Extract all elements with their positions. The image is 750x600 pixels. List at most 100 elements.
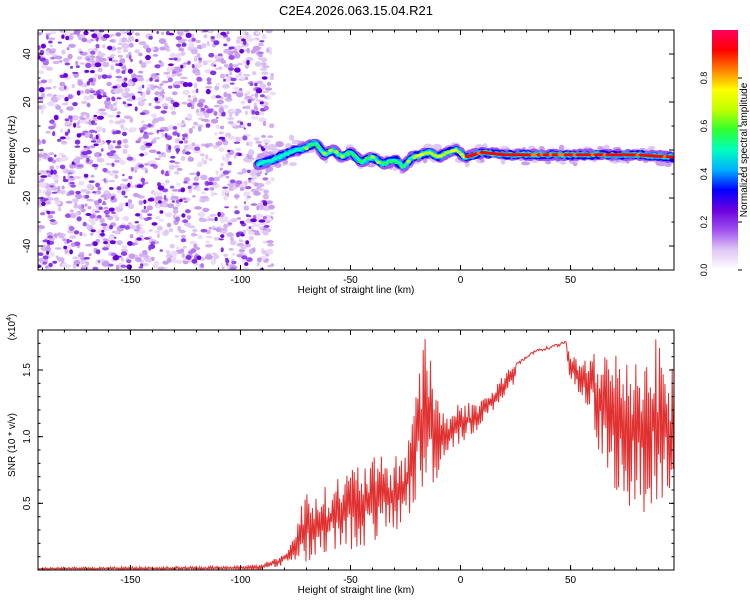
noise-speckle bbox=[135, 38, 139, 43]
noise-speckle bbox=[245, 105, 251, 110]
noise-speckle bbox=[257, 188, 265, 191]
noise-speckle bbox=[136, 184, 144, 189]
noise-speckle bbox=[230, 77, 237, 82]
noise-speckle bbox=[38, 32, 43, 36]
noise-speckle bbox=[158, 129, 165, 132]
noise-speckle bbox=[258, 117, 265, 123]
noise-speckle bbox=[64, 62, 71, 66]
noise-speckle bbox=[190, 49, 198, 55]
noise-speckle bbox=[104, 209, 110, 215]
noise-speckle bbox=[245, 197, 249, 201]
noise-speckle bbox=[187, 95, 191, 98]
noise-speckle bbox=[260, 62, 267, 66]
noise-speckle bbox=[252, 223, 261, 227]
noise-speckle bbox=[257, 57, 264, 61]
noise-speckle bbox=[213, 227, 218, 231]
noise-speckle bbox=[236, 39, 240, 44]
noise-speckle bbox=[46, 170, 51, 173]
noise-speckle bbox=[42, 60, 49, 66]
noise-speckle bbox=[222, 83, 230, 89]
noise-speckle bbox=[86, 102, 91, 108]
noise-speckle bbox=[139, 224, 143, 229]
noise-speckle bbox=[163, 195, 167, 201]
noise-speckle bbox=[168, 32, 174, 36]
noise-speckle bbox=[183, 180, 188, 184]
noise-speckle bbox=[124, 225, 130, 230]
noise-speckle bbox=[116, 189, 122, 194]
ridge-knot bbox=[394, 161, 399, 165]
noise-speckle bbox=[76, 125, 81, 128]
noise-speckle bbox=[45, 265, 49, 269]
noise-speckle bbox=[59, 109, 64, 114]
noise-speckle bbox=[227, 222, 233, 225]
noise-speckle bbox=[53, 196, 60, 202]
noise-speckle bbox=[183, 222, 192, 227]
noise-speckle bbox=[223, 78, 226, 82]
noise-speckle bbox=[241, 259, 248, 263]
noise-speckle bbox=[215, 95, 221, 99]
noise-speckle bbox=[127, 103, 133, 107]
noise-speckle bbox=[168, 63, 174, 67]
ridge-knot bbox=[382, 161, 387, 165]
noise-speckle bbox=[63, 245, 68, 250]
noise-speckle bbox=[102, 247, 109, 251]
ridge-halo bbox=[558, 144, 565, 152]
ridge-knot bbox=[334, 150, 339, 154]
noise-speckle bbox=[54, 179, 59, 184]
noise-speckle bbox=[130, 185, 136, 189]
heatmap-x-axis: -150 -100 -50 0 50 bbox=[41, 30, 660, 286]
noise-speckle bbox=[112, 130, 117, 135]
noise-speckle bbox=[197, 117, 204, 120]
noise-speckle bbox=[166, 135, 173, 141]
noise-speckle bbox=[269, 75, 275, 81]
noise-speckle bbox=[234, 184, 240, 188]
ridge-core bbox=[432, 153, 437, 157]
snr-scale-exponent: 4 bbox=[6, 317, 13, 321]
noise-speckle bbox=[68, 43, 76, 48]
noise-speckle bbox=[213, 254, 219, 260]
noise-speckle bbox=[244, 262, 249, 266]
ridge-knot bbox=[340, 154, 345, 158]
noise-speckle bbox=[97, 67, 103, 73]
noise-speckle bbox=[116, 111, 121, 115]
noise-speckle bbox=[150, 241, 156, 245]
ridge-halo bbox=[521, 161, 531, 166]
noise-speckle bbox=[112, 85, 118, 89]
noise-speckle bbox=[230, 218, 238, 223]
noise-speckle bbox=[105, 162, 113, 166]
noise-speckle bbox=[227, 117, 235, 120]
heatmap-x-label: Height of straight line (km) bbox=[298, 285, 415, 296]
noise-speckle bbox=[141, 209, 149, 213]
noise-speckle bbox=[101, 229, 105, 233]
noise-speckle bbox=[99, 217, 105, 224]
noise-speckle bbox=[86, 112, 90, 119]
noise-speckle bbox=[76, 216, 82, 222]
noise-speckle bbox=[170, 250, 178, 257]
noise-speckle bbox=[218, 147, 225, 152]
noise-speckle bbox=[267, 135, 274, 139]
noise-speckle bbox=[255, 230, 260, 235]
noise-speckle bbox=[46, 34, 49, 40]
noise-speckle bbox=[114, 236, 117, 239]
noise-speckle bbox=[225, 175, 230, 179]
noise-speckle bbox=[154, 79, 160, 82]
noise-speckle bbox=[120, 124, 124, 129]
noise-speckle bbox=[246, 195, 251, 199]
noise-speckle bbox=[85, 62, 92, 69]
noise-speckle bbox=[121, 70, 126, 74]
noise-speckle bbox=[128, 199, 132, 204]
noise-speckle bbox=[208, 158, 213, 161]
noise-speckle bbox=[93, 114, 98, 118]
ridge-halo bbox=[267, 144, 277, 150]
noise-speckle bbox=[129, 234, 134, 239]
noise-speckle bbox=[174, 53, 182, 58]
noise-speckle bbox=[204, 187, 209, 191]
ridge-halo bbox=[289, 134, 295, 141]
ridge-halo bbox=[256, 172, 261, 177]
noise-speckle bbox=[193, 82, 198, 89]
noise-speckle bbox=[71, 71, 79, 74]
heatmap-y-label: Frequency (Hz) bbox=[7, 116, 18, 185]
noise-speckle bbox=[115, 68, 121, 74]
noise-speckle bbox=[179, 248, 185, 253]
noise-speckle bbox=[214, 54, 220, 60]
